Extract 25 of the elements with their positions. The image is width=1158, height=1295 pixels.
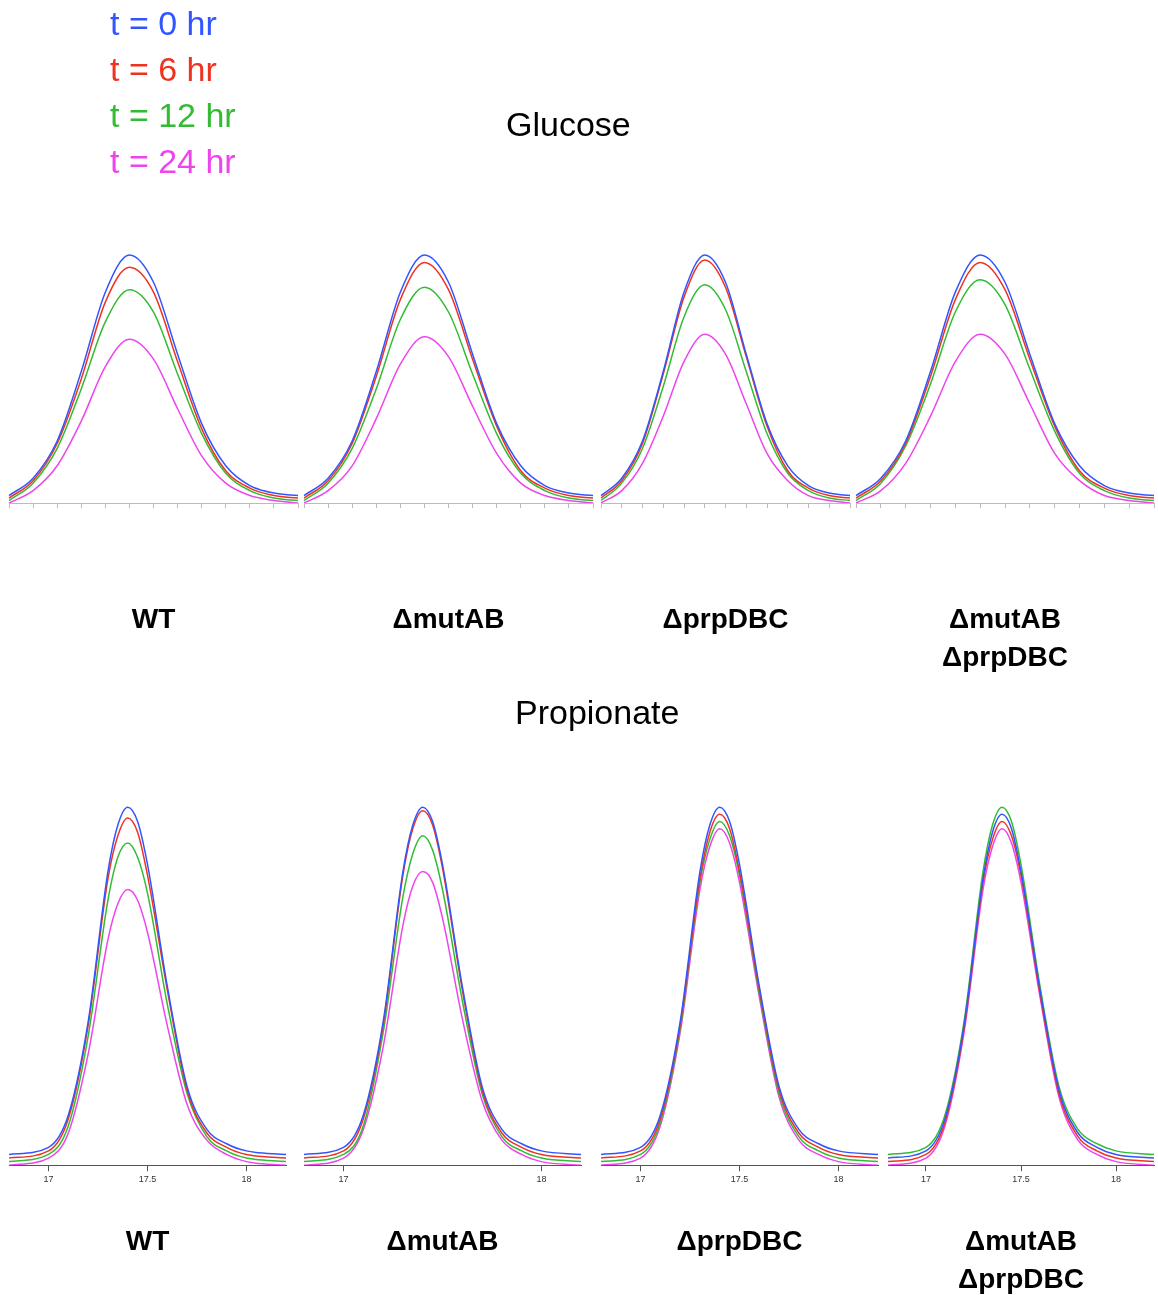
x-tick-label: 17: [635, 1174, 646, 1185]
x-tick-label: 17: [920, 1174, 932, 1185]
x-axis-title: ΔprpDBC: [661, 602, 790, 636]
x-tick-label: 18: [833, 1174, 844, 1185]
x-axis-title: ΔprpDBC: [675, 1224, 804, 1258]
x-tick-label: 17.5: [730, 1174, 749, 1185]
text: t = 12 hr: [110, 95, 236, 136]
x-axis-title: ΔmutAB: [391, 602, 506, 636]
text: t = 6 hr: [110, 49, 218, 90]
text: Propionate: [515, 693, 680, 732]
x-tick-label: 17.5: [138, 1174, 157, 1185]
x-tick-label: 17: [43, 1174, 54, 1185]
x-axis-title: ΔmutAB: [385, 1224, 500, 1258]
x-tick-label: 17: [338, 1174, 349, 1185]
x-axis-title: WT: [124, 1224, 171, 1258]
x-tick-label: 18: [536, 1174, 547, 1185]
x-axis-title: ΔmutAB ΔprpDBC: [941, 602, 1069, 674]
x-tick-label: 18: [1110, 1174, 1122, 1185]
text: t = 24 hr: [110, 141, 236, 182]
x-tick-label: 18: [241, 1174, 252, 1185]
text: Glucose: [506, 105, 631, 144]
x-tick-label: 17.5: [1012, 1174, 1030, 1185]
text: t = 0 hr: [110, 3, 218, 44]
x-axis-title: WT: [130, 602, 177, 636]
x-axis-title: ΔmutAB ΔprpDBC: [957, 1224, 1085, 1295]
